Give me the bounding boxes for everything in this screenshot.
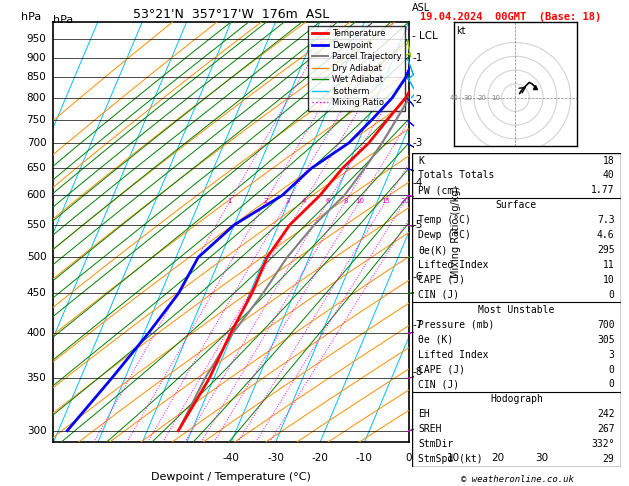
Text: 0: 0: [609, 290, 615, 300]
Text: 700: 700: [597, 320, 615, 330]
Text: 800: 800: [26, 93, 47, 103]
Text: θe(K): θe(K): [418, 245, 448, 255]
Text: 1: 1: [228, 198, 232, 204]
Text: km
ASL: km ASL: [413, 0, 431, 14]
Text: -4: -4: [413, 178, 423, 188]
Text: CAPE (J): CAPE (J): [418, 275, 465, 285]
Text: 10: 10: [355, 198, 364, 204]
Text: 242: 242: [597, 409, 615, 419]
Text: -6: -6: [413, 272, 423, 282]
Text: 350: 350: [26, 373, 47, 383]
Text: 3: 3: [286, 198, 290, 204]
Text: 4: 4: [302, 198, 306, 204]
Text: -20: -20: [311, 453, 328, 463]
Text: -30: -30: [267, 453, 284, 463]
Text: EH: EH: [418, 409, 430, 419]
Text: 7.3: 7.3: [597, 215, 615, 226]
Text: 19.04.2024  00GMT  (Base: 18): 19.04.2024 00GMT (Base: 18): [420, 12, 601, 22]
Text: 332°: 332°: [591, 439, 615, 449]
Text: 20: 20: [401, 198, 409, 204]
Text: 3: 3: [609, 349, 615, 360]
Text: - LCL: - LCL: [413, 31, 438, 41]
Text: kt: kt: [456, 26, 465, 35]
Text: 8: 8: [343, 198, 348, 204]
Text: 550: 550: [26, 220, 47, 230]
Text: θe (K): θe (K): [418, 335, 454, 345]
Text: 30: 30: [464, 95, 473, 101]
Text: hPa: hPa: [53, 15, 74, 25]
Text: 11: 11: [603, 260, 615, 270]
Text: 18: 18: [603, 156, 615, 166]
Text: Most Unstable: Most Unstable: [478, 305, 555, 315]
Text: 295: 295: [597, 245, 615, 255]
Text: 20: 20: [477, 95, 487, 101]
Text: 0: 0: [609, 364, 615, 375]
Text: Lifted Index: Lifted Index: [418, 349, 489, 360]
Text: 6: 6: [326, 198, 330, 204]
Text: 29: 29: [603, 454, 615, 464]
Text: 10: 10: [447, 453, 460, 463]
Text: © weatheronline.co.uk: © weatheronline.co.uk: [460, 474, 574, 484]
Text: 300: 300: [26, 426, 47, 436]
Text: -7: -7: [413, 320, 423, 330]
Text: 20: 20: [491, 453, 504, 463]
Text: CIN (J): CIN (J): [418, 380, 459, 389]
Text: Pressure (mb): Pressure (mb): [418, 320, 494, 330]
Text: 600: 600: [26, 191, 47, 200]
Text: 700: 700: [26, 138, 47, 148]
Text: K: K: [418, 156, 424, 166]
Text: hPa: hPa: [21, 12, 42, 22]
Text: -8: -8: [413, 366, 423, 377]
Text: -10: -10: [356, 453, 373, 463]
Text: 400: 400: [26, 328, 47, 338]
Text: CAPE (J): CAPE (J): [418, 364, 465, 375]
Text: 650: 650: [26, 163, 47, 173]
Text: StmDir: StmDir: [418, 439, 454, 449]
Text: 40: 40: [450, 95, 459, 101]
Text: -2: -2: [413, 95, 423, 105]
Text: -1: -1: [413, 53, 423, 63]
Text: Totals Totals: Totals Totals: [418, 171, 494, 180]
Text: 900: 900: [26, 52, 47, 63]
Text: 2: 2: [264, 198, 268, 204]
Text: -3: -3: [413, 138, 423, 148]
Text: 4.6: 4.6: [597, 230, 615, 240]
Text: 1.77: 1.77: [591, 185, 615, 195]
Text: StmSpd (kt): StmSpd (kt): [418, 454, 483, 464]
Text: SREH: SREH: [418, 424, 442, 434]
Text: 0: 0: [406, 453, 412, 463]
Text: 0: 0: [609, 380, 615, 389]
Text: 267: 267: [597, 424, 615, 434]
Text: 10: 10: [491, 95, 500, 101]
Text: CIN (J): CIN (J): [418, 290, 459, 300]
Text: PW (cm): PW (cm): [418, 185, 459, 195]
Text: Surface: Surface: [496, 200, 537, 210]
Text: 25: 25: [416, 198, 425, 204]
Text: 450: 450: [26, 288, 47, 298]
Text: Mixing Ratio (g/kg): Mixing Ratio (g/kg): [452, 186, 462, 278]
Text: 850: 850: [26, 72, 47, 82]
Text: Dewp (°C): Dewp (°C): [418, 230, 471, 240]
Legend: Temperature, Dewpoint, Parcel Trajectory, Dry Adiabat, Wet Adiabat, Isotherm, Mi: Temperature, Dewpoint, Parcel Trajectory…: [308, 26, 404, 111]
Text: 750: 750: [26, 115, 47, 124]
Text: 30: 30: [535, 453, 548, 463]
Text: 950: 950: [26, 35, 47, 44]
Text: Hodograph: Hodograph: [490, 394, 543, 404]
Text: 500: 500: [26, 252, 47, 262]
Title: 53°21'N  357°17'W  176m  ASL: 53°21'N 357°17'W 176m ASL: [133, 8, 330, 21]
Text: 305: 305: [597, 335, 615, 345]
Text: Temp (°C): Temp (°C): [418, 215, 471, 226]
Text: Dewpoint / Temperature (°C): Dewpoint / Temperature (°C): [151, 472, 311, 482]
Text: -5: -5: [413, 220, 423, 230]
Text: 10: 10: [603, 275, 615, 285]
Text: Lifted Index: Lifted Index: [418, 260, 489, 270]
Text: 40: 40: [603, 171, 615, 180]
Text: -40: -40: [223, 453, 240, 463]
Text: 15: 15: [381, 198, 390, 204]
